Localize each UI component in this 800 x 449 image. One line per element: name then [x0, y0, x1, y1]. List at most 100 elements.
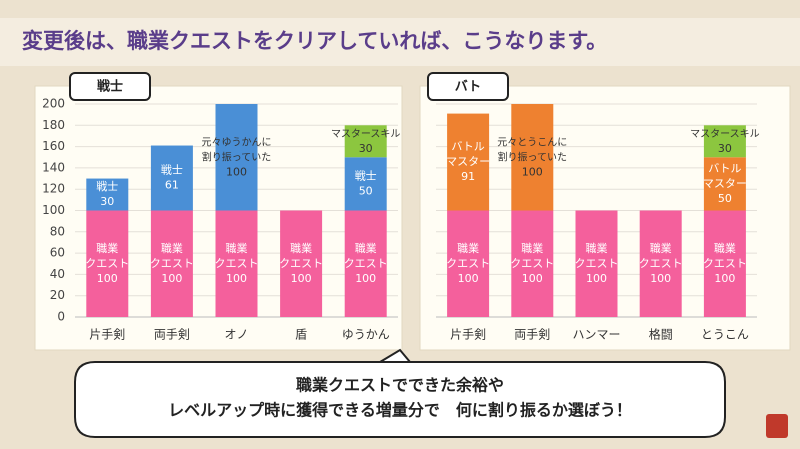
- segment-label: 職業クエスト 100: [279, 242, 323, 285]
- segment-name: クエスト: [639, 257, 683, 270]
- x-tick-label: 片手剣: [450, 328, 486, 342]
- y-tick-label: 140: [42, 160, 65, 174]
- bar-segment: [344, 157, 387, 211]
- segment-name: クエスト: [446, 257, 490, 270]
- segment-label: 職業クエスト 100: [446, 242, 490, 285]
- segment-name: 職業: [650, 242, 672, 255]
- x-tick-label: 両手剣: [154, 328, 190, 342]
- segment-name: クエスト: [575, 257, 619, 270]
- x-tick-label: 両手剣: [514, 328, 550, 342]
- segment-name: 職業: [714, 242, 736, 255]
- y-tick-label: 200: [42, 97, 65, 111]
- segment-name: マスター: [703, 177, 747, 190]
- x-tick-label: とうこん: [701, 328, 749, 342]
- segment-label: 職業クエスト 100: [575, 242, 619, 285]
- bar-segment: [511, 210, 554, 317]
- bar-segment: [344, 125, 387, 158]
- segment-name: 職業: [290, 242, 312, 255]
- segment-value: 30: [359, 142, 373, 155]
- y-tick-label: 60: [50, 246, 65, 260]
- segment-value: 100: [291, 272, 312, 285]
- segment-name: マスター: [446, 155, 490, 168]
- segment-value: 91: [461, 170, 475, 183]
- chart-title-tab: [427, 72, 509, 101]
- y-tick-label: 80: [50, 224, 65, 238]
- segment-name: クエスト: [150, 257, 194, 270]
- bar-segment: [86, 210, 129, 317]
- callout-bubble: [74, 348, 726, 438]
- bar-segment: [150, 145, 193, 211]
- bar-segment: [703, 157, 746, 211]
- segment-name: 戦士: [161, 164, 183, 177]
- charts: 戦士 0 20 40 60 80 100 120 140 160 180 200 片手剣 職業クエスト 10…: [34, 72, 791, 351]
- segment-value: 100: [714, 272, 735, 285]
- segment-label: 戦士 30: [96, 180, 118, 208]
- segment-name: 割り振っていた: [202, 150, 272, 163]
- segment-value: 100: [226, 272, 247, 285]
- segment-value: 50: [359, 184, 373, 197]
- segment-label: 職業クエスト 100: [215, 242, 259, 285]
- segment-name: バトル: [451, 140, 484, 153]
- segment-value: 100: [522, 165, 543, 178]
- header-band: [0, 18, 800, 66]
- segment-name: 職業: [161, 242, 183, 255]
- y-tick-label: 0: [57, 310, 65, 324]
- header-title: 変更後は、職業クエストをクリアしていれば、こうなります。: [22, 29, 607, 53]
- bar-segment: [150, 210, 193, 317]
- segment-value: 30: [100, 195, 114, 208]
- x-tick-label: 盾: [295, 328, 307, 342]
- segment-value: 100: [522, 272, 543, 285]
- segment-label: 職業クエスト 100: [150, 242, 194, 285]
- segment-label: 職業クエスト 100: [85, 242, 129, 285]
- chart-title: バト: [455, 80, 481, 95]
- segment-value: 61: [165, 179, 179, 192]
- bar-segment: [215, 104, 258, 211]
- x-tick-label: 格闘: [649, 327, 673, 342]
- bar-segment: [639, 210, 682, 317]
- segment-value: 100: [458, 272, 479, 285]
- y-tick-label: 40: [50, 267, 65, 281]
- bar-segment: [344, 210, 387, 317]
- callout-line: レベルアップ時に獲得できる増量分で 何に割り振るか選ぼう！: [168, 401, 632, 420]
- segment-name: 戦士: [96, 180, 118, 193]
- segment-label: 職業クエスト 100: [639, 242, 683, 285]
- segment-name: 元々とうこんに: [497, 136, 567, 148]
- segment-name: クエスト: [85, 257, 129, 270]
- segment-value: 100: [97, 272, 118, 285]
- segment-value: 50: [718, 192, 732, 205]
- segment-name: クエスト: [344, 257, 388, 270]
- segment-value: 100: [586, 272, 607, 285]
- segment-name: 職業: [586, 242, 608, 255]
- segment-name: 元々ゆうかんに: [202, 136, 272, 148]
- segment-label: 職業クエスト 100: [703, 242, 747, 285]
- y-tick-label: 20: [50, 288, 65, 302]
- bar-segment: [447, 210, 490, 317]
- bar-segment: [511, 104, 554, 211]
- segment-label: 戦士 50: [355, 169, 377, 197]
- segment-name: バトル: [708, 162, 741, 175]
- bar-segment: [575, 210, 618, 317]
- segment-name: クエスト: [215, 257, 259, 270]
- segment-value: 30: [718, 142, 732, 155]
- y-tick-label: 160: [42, 139, 65, 153]
- segment-label: マスタースキル 30: [331, 128, 401, 155]
- x-tick-label: 片手剣: [89, 328, 125, 342]
- bar-segment: [447, 113, 490, 211]
- segment-label: マスタースキル 30: [690, 128, 760, 155]
- segment-name: クエスト: [279, 257, 323, 270]
- segment-name: 職業: [226, 242, 248, 255]
- bar-segment: [215, 210, 258, 317]
- bar-segment: [86, 178, 129, 211]
- segment-value: 100: [650, 272, 671, 285]
- segment-name: 職業: [96, 242, 118, 255]
- segment-name: 職業: [521, 242, 543, 255]
- chart-title-tab: [69, 72, 151, 101]
- segment-name: 職業: [457, 242, 479, 255]
- segment-label: 職業クエスト 100: [510, 242, 554, 285]
- segment-name: 職業: [355, 242, 377, 255]
